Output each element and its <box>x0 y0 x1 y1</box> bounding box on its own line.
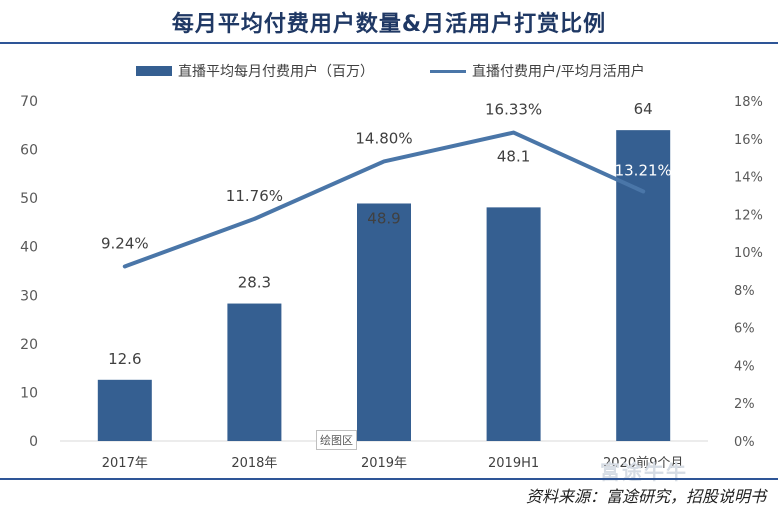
source-note: 资料来源：富途研究，招股说明书 <box>525 487 766 506</box>
bar-value-label: 48.1 <box>497 147 530 165</box>
bar <box>227 303 282 441</box>
y2-tick-label: 6% <box>734 322 755 337</box>
legend-item-line: 直播付费用户/平均月活用户 <box>430 61 645 81</box>
bar <box>97 379 152 441</box>
y2-tick-label: 0% <box>734 435 755 450</box>
y2-tick-label: 12% <box>734 208 763 223</box>
title-rule <box>0 42 778 44</box>
series-line <box>122 130 646 269</box>
watermark: 富途牛牛 <box>600 460 688 484</box>
plot-area-tag: 绘图区 <box>316 430 357 450</box>
bar-value-label: 12.6 <box>108 350 141 368</box>
footer-rule <box>0 478 778 480</box>
y-tick-label: 40 <box>20 240 38 256</box>
y-tick-label: 20 <box>20 337 38 353</box>
legend-label-line: 直播付费用户/平均月活用户 <box>472 64 645 80</box>
line-value-label: 11.76% <box>226 187 283 205</box>
y2-tick-label: 8% <box>734 284 755 299</box>
y2-tick-label: 2% <box>734 397 755 412</box>
y2-tick-label: 18% <box>734 95 763 110</box>
chart-title: 每月平均付费用户数量&月活用户打赏比例 <box>171 12 607 37</box>
x-tick-label: 2020前9个月 <box>603 455 683 471</box>
line-value-label: 16.33% <box>485 101 542 119</box>
y2-tick-label: 16% <box>734 133 763 148</box>
bar-value-label: 48.9 <box>367 209 400 227</box>
y-tick-label: 50 <box>20 191 38 207</box>
line-value-label: 9.24% <box>101 234 149 252</box>
y-tick-label: 0 <box>29 434 38 450</box>
x-tick-label: 2017年 <box>102 456 148 471</box>
y-tick-label: 10 <box>20 385 38 401</box>
x-tick-label: 2019年 <box>361 456 407 471</box>
legend: 直播平均每月付费用户（百万） 直播付费用户/平均月活用户 <box>0 61 778 81</box>
y-tick-label: 70 <box>20 94 38 110</box>
line-value-label: 14.80% <box>355 129 412 147</box>
y2-tick-label: 10% <box>734 246 763 261</box>
bar-value-label: 28.3 <box>238 274 271 292</box>
y-tick-label: 30 <box>20 288 38 304</box>
line-value-label: 13.21% <box>615 161 672 179</box>
y2-tick-label: 14% <box>734 171 763 186</box>
legend-line-swatch <box>430 69 466 73</box>
bar-value-label: 64 <box>634 100 653 118</box>
y-tick-label: 60 <box>20 143 38 159</box>
y2-tick-label: 4% <box>734 359 755 374</box>
legend-bar-swatch <box>136 66 172 76</box>
x-tick-label: 2019H1 <box>488 456 539 471</box>
legend-label-bars: 直播平均每月付费用户（百万） <box>178 64 374 80</box>
legend-item-bars: 直播平均每月付费用户（百万） <box>136 61 374 81</box>
x-tick-label: 2018年 <box>231 456 277 471</box>
bar <box>486 207 541 441</box>
bar <box>357 203 411 441</box>
